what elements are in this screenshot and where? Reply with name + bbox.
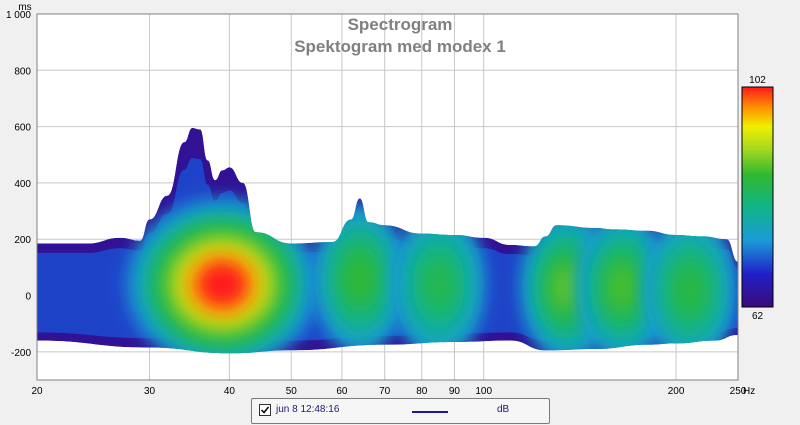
hotspot-level xyxy=(347,257,373,300)
y-tick-label: 800 xyxy=(14,66,31,77)
x-tick-label: 60 xyxy=(336,386,348,397)
hotspot-level xyxy=(677,268,703,311)
hotspot-level xyxy=(195,260,249,309)
chart-title: Spectrogram xyxy=(348,15,453,34)
x-tick-label: 250 xyxy=(730,386,747,397)
colorbar-min-label: 62 xyxy=(752,311,764,322)
y-tick-label: 0 xyxy=(25,292,31,303)
y-tick-label: 200 xyxy=(14,235,31,246)
x-tick-label: 90 xyxy=(449,386,461,397)
y-tick-label: 1 000 xyxy=(6,10,31,21)
x-unit-label: Hz xyxy=(743,386,755,397)
x-tick-label: 40 xyxy=(224,386,236,397)
legend-series-date: jun 8 12:48:16 xyxy=(276,404,340,415)
legend-series-unit: dB xyxy=(497,404,510,415)
plot-border xyxy=(36,13,739,381)
x-tick-label: 20 xyxy=(31,386,43,397)
chart-subtitle: Spektogram med modex 1 xyxy=(294,37,506,56)
checkmark-icon xyxy=(260,406,270,414)
x-tick-label: 70 xyxy=(379,386,391,397)
y-unit-label: ms xyxy=(18,2,31,13)
series-visibility-checkbox[interactable] xyxy=(259,404,271,416)
x-tick-label: 100 xyxy=(475,386,492,397)
hotspot-level xyxy=(554,266,580,309)
spectrogram-surface xyxy=(37,128,738,354)
y-tick-label: 600 xyxy=(14,123,31,134)
colorbar xyxy=(741,86,774,308)
x-tick-label: 80 xyxy=(416,386,428,397)
y-tick-label: 400 xyxy=(14,179,31,190)
colorbar-max-label: 102 xyxy=(749,75,766,86)
x-tick-label: 30 xyxy=(144,386,156,397)
x-tick-label: 200 xyxy=(668,386,685,397)
legend-series-line xyxy=(412,411,448,413)
hotspot-level xyxy=(426,263,452,306)
x-tick-label: 50 xyxy=(286,386,298,397)
hotspot-level xyxy=(610,266,636,309)
legend: jun 8 12:48:16 dB xyxy=(251,398,550,424)
y-tick-label: -200 xyxy=(11,348,31,359)
